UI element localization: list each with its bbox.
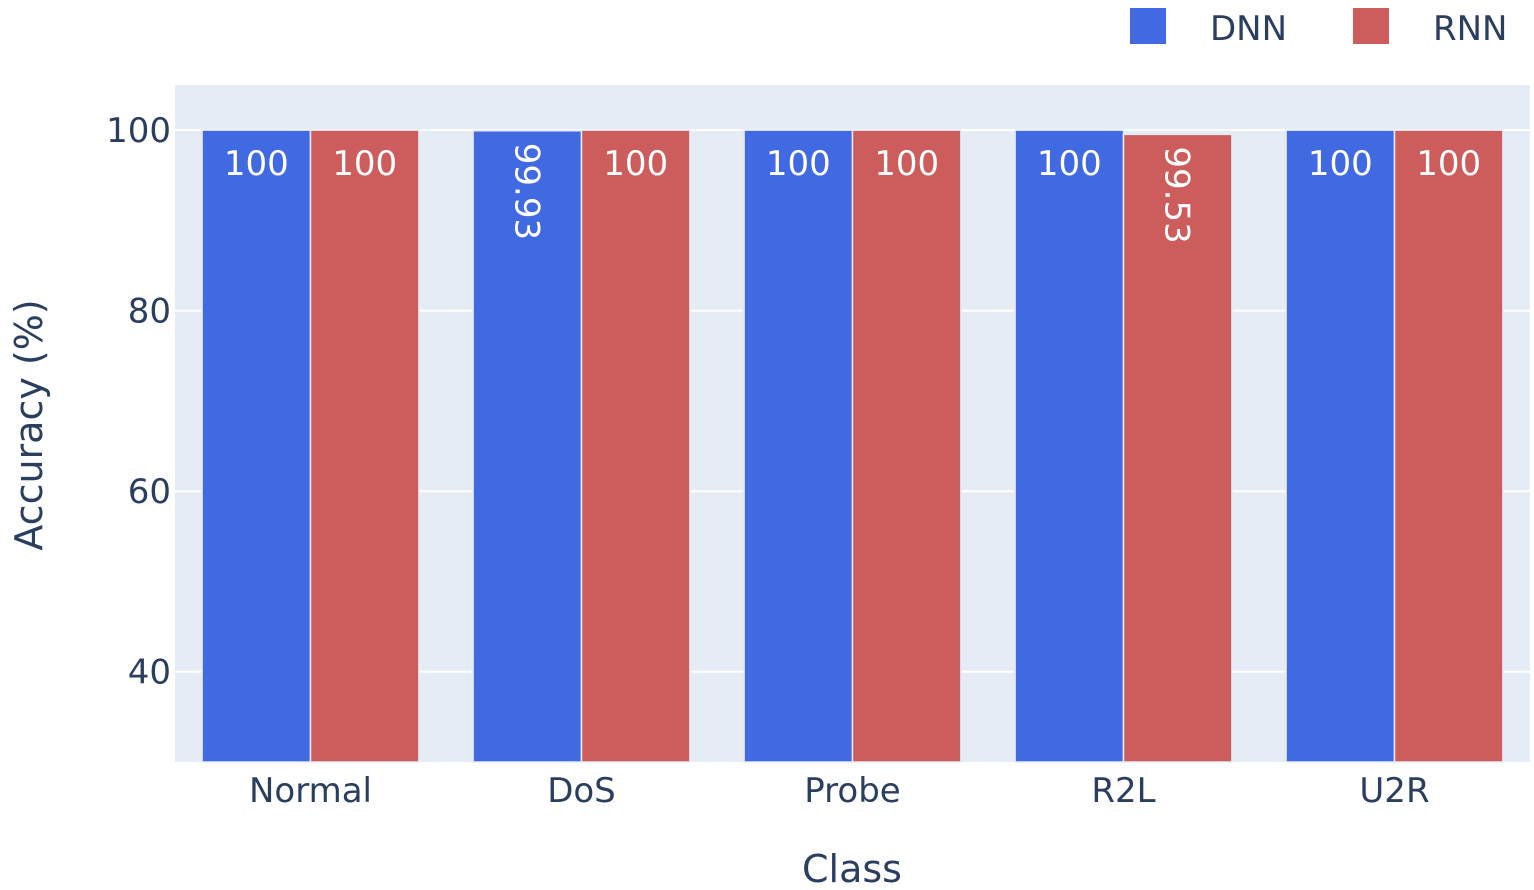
x-axis-ticks: Normal DoS Probe R2L U2R [249, 771, 1430, 811]
legend-label-dnn: DNN [1210, 9, 1287, 49]
bar-value-label: 100 [1308, 144, 1373, 184]
bar-value-label: 99.93 [506, 143, 546, 240]
bar-value-label: 100 [332, 144, 397, 184]
bar-dnn-normal[interactable] [201, 129, 312, 763]
y-tick-label: 100 [106, 111, 171, 151]
bar-value-label: 100 [766, 144, 831, 184]
bar-value-label: 100 [874, 144, 939, 184]
x-tick-label: Normal [249, 771, 372, 811]
legend-label-rnn: RNN [1433, 9, 1508, 49]
x-tick-label: R2L [1091, 771, 1155, 811]
y-axis-ticks: 40 60 80 100 [106, 111, 171, 693]
legend-swatch-dnn [1130, 8, 1166, 44]
bar-dnn-dos[interactable] [472, 130, 583, 763]
bar-rnn-u2r[interactable] [1393, 129, 1504, 763]
x-axis-title: Class [802, 847, 902, 890]
bar-dnn-u2r[interactable] [1285, 129, 1396, 763]
bar-value-label: 100 [1037, 144, 1102, 184]
bar-rnn-normal[interactable] [309, 129, 420, 763]
y-tick-label: 60 [128, 472, 171, 512]
x-tick-label: DoS [547, 771, 616, 811]
bar-rnn-dos[interactable] [580, 129, 691, 763]
bar-rnn-r2l[interactable] [1122, 133, 1233, 763]
bar-value-label: 99.53 [1157, 146, 1197, 243]
bar-value-label: 100 [224, 144, 289, 184]
x-tick-label: Probe [804, 771, 900, 811]
bars [201, 129, 1504, 763]
legend[interactable]: DNN RNN [1130, 8, 1508, 49]
x-tick-label: U2R [1359, 771, 1429, 811]
bar-dnn-probe[interactable] [743, 129, 854, 763]
y-tick-label: 80 [128, 292, 171, 332]
bar-value-label: 100 [603, 144, 668, 184]
bar-rnn-probe[interactable] [851, 129, 962, 763]
y-axis-title: Accuracy (%) [7, 299, 51, 550]
bar-dnn-r2l[interactable] [1014, 129, 1125, 763]
y-tick-label: 40 [128, 653, 171, 693]
bar-value-label: 100 [1416, 144, 1481, 184]
legend-swatch-rnn [1353, 8, 1389, 44]
bar-labels: 100 100 99.93 100 100 100 100 99.53 100 100 [224, 143, 1481, 244]
